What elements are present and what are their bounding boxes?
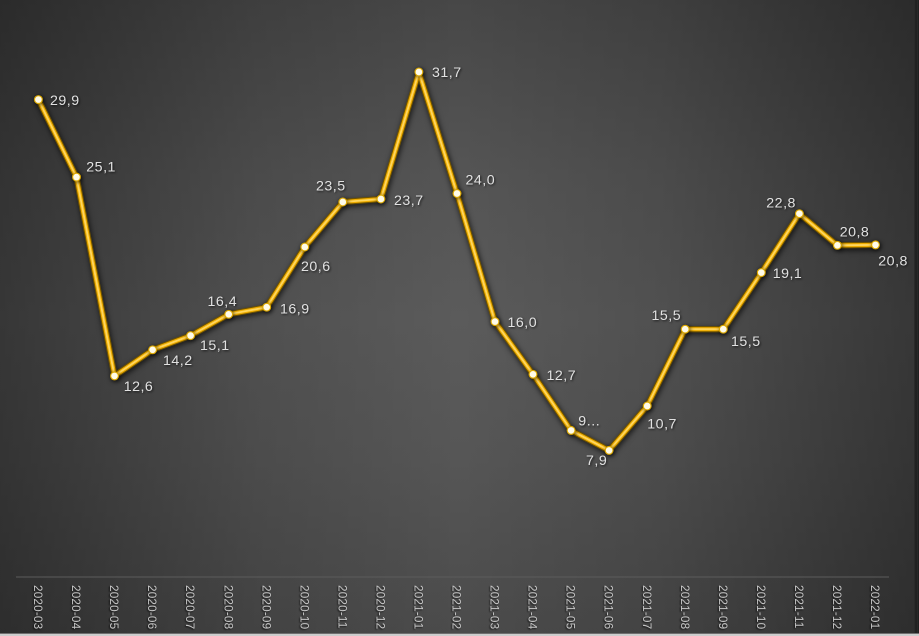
- svg-text:29,9: 29,9: [50, 93, 80, 109]
- svg-text:16,9: 16,9: [280, 301, 310, 317]
- svg-text:2021-01: 2021-01: [412, 585, 426, 629]
- svg-text:23,7: 23,7: [394, 193, 424, 209]
- svg-text:23,5: 23,5: [316, 178, 346, 194]
- svg-text:2020-06: 2020-06: [145, 585, 159, 630]
- svg-text:22,8: 22,8: [766, 195, 796, 211]
- svg-text:2021-08: 2021-08: [678, 585, 692, 630]
- svg-text:2020-09: 2020-09: [259, 585, 273, 629]
- svg-text:2020-10: 2020-10: [297, 585, 311, 630]
- svg-text:25,1: 25,1: [86, 159, 116, 175]
- svg-text:2021-07: 2021-07: [640, 585, 654, 629]
- svg-text:2021-06: 2021-06: [602, 585, 616, 630]
- svg-text:2020-07: 2020-07: [183, 585, 197, 629]
- svg-text:20,6: 20,6: [301, 259, 331, 275]
- svg-text:7,9: 7,9: [586, 453, 607, 469]
- svg-text:2021-10: 2021-10: [754, 585, 768, 630]
- svg-text:2020-05: 2020-05: [107, 585, 121, 630]
- svg-text:2021-04: 2021-04: [526, 585, 540, 630]
- svg-text:31,7: 31,7: [432, 65, 462, 81]
- svg-text:2020-12: 2020-12: [374, 585, 388, 629]
- svg-text:15,1: 15,1: [200, 338, 230, 354]
- svg-text:16,4: 16,4: [208, 294, 238, 310]
- svg-text:14,2: 14,2: [163, 353, 193, 369]
- svg-text:2021-02: 2021-02: [450, 585, 464, 629]
- svg-text:2021-12: 2021-12: [830, 585, 844, 629]
- svg-text:2020-08: 2020-08: [221, 585, 235, 630]
- svg-text:12,7: 12,7: [547, 368, 577, 384]
- svg-text:19,1: 19,1: [773, 266, 803, 282]
- svg-text:2021-05: 2021-05: [564, 585, 578, 630]
- svg-text:2020-11: 2020-11: [335, 585, 349, 628]
- svg-text:2021-03: 2021-03: [488, 585, 502, 630]
- svg-text:15,5: 15,5: [652, 308, 682, 324]
- svg-text:2022-01: 2022-01: [868, 585, 882, 629]
- svg-text:9…: 9…: [578, 414, 600, 430]
- svg-text:15,5: 15,5: [731, 334, 761, 350]
- svg-text:20,8: 20,8: [878, 253, 908, 269]
- svg-text:2020-03: 2020-03: [31, 585, 45, 630]
- svg-text:2020-04: 2020-04: [69, 585, 83, 630]
- svg-text:12,6: 12,6: [124, 379, 154, 395]
- svg-text:2021-11: 2021-11: [792, 585, 806, 628]
- svg-text:10,7: 10,7: [647, 416, 677, 432]
- svg-text:20,8: 20,8: [840, 224, 870, 240]
- svg-text:2021-09: 2021-09: [716, 585, 730, 629]
- svg-text:16,0: 16,0: [508, 315, 538, 331]
- svg-text:24,0: 24,0: [466, 172, 496, 188]
